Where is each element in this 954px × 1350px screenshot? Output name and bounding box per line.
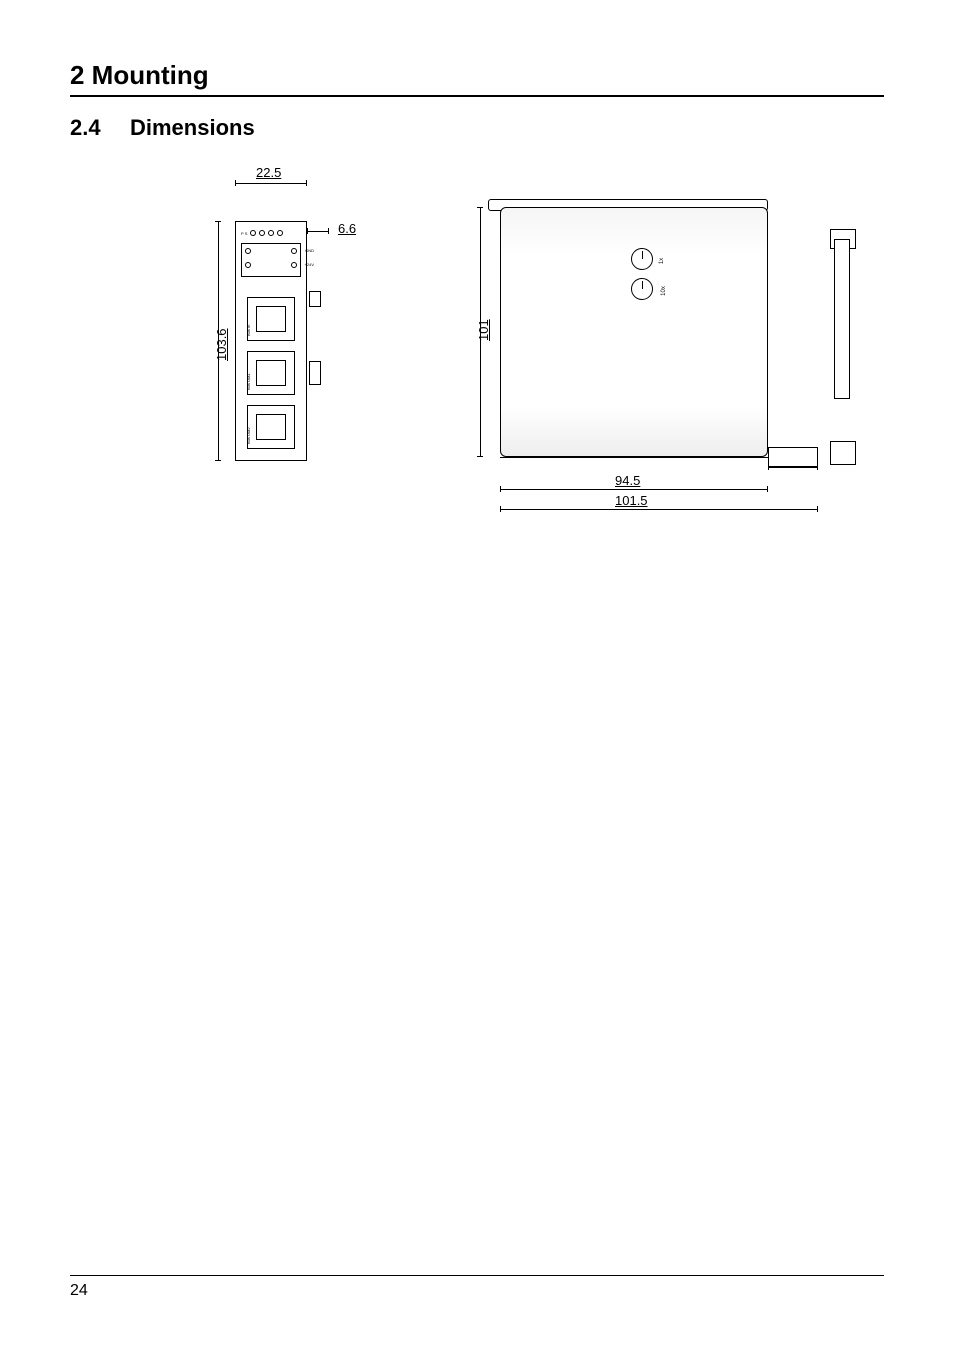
port-bus-out2: Bus Out2 [246, 427, 251, 444]
page-number: 24 [70, 1282, 88, 1299]
dim-front-height: 103.6 [214, 328, 229, 361]
rotary-1x: 1x [659, 258, 665, 264]
dimensions-figure: 22.5 6.6 103.6 P S GND +24V Bus In Bus O… [160, 171, 884, 531]
led-row-label: P S [241, 231, 247, 236]
section-heading: 2.4 Dimensions [70, 115, 884, 141]
chapter-title: 2 Mounting [70, 60, 884, 97]
port-bus-in: Bus In [246, 325, 251, 336]
dim-front-tab: 6.6 [338, 221, 356, 236]
term-gnd: GND [305, 248, 314, 253]
section-number: 2.4 [70, 115, 130, 141]
port-bus-out1: Bus Out1 [246, 373, 251, 390]
page-footer: 24 [70, 1275, 884, 1300]
rotary-10x: 10x [661, 286, 667, 296]
dim-front-width: 22.5 [256, 165, 281, 180]
section-title: Dimensions [130, 115, 255, 141]
term-24v: +24V [305, 262, 314, 267]
side-view-drawing: 1x 10x [470, 199, 850, 499]
front-view-drawing: P S GND +24V Bus In Bus Out1 Bus Out2 [235, 211, 307, 471]
